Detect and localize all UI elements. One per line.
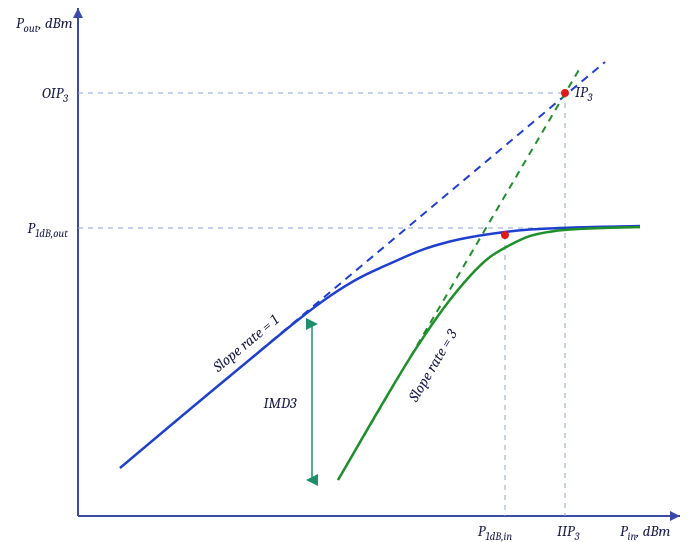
reference-guides	[78, 93, 640, 516]
slope1-label: Slope rate = 1	[209, 311, 283, 377]
oip3-label: OIP3	[42, 84, 68, 105]
y-axis-arrow	[73, 8, 83, 18]
p1dbout-label: P1dB,out	[27, 219, 68, 240]
x-axis-label: Pin, dBm	[620, 522, 670, 542]
p1dbin-label: P1dB,in	[478, 522, 513, 542]
iip3-label: IIP3	[557, 522, 579, 542]
y-axis-label: Pout, dBm	[16, 14, 73, 35]
x-axis-arrow	[670, 511, 680, 521]
imd3-curve	[338, 227, 640, 480]
p1db-marker	[501, 231, 509, 239]
axes	[73, 8, 680, 521]
ip3-label: IP3	[575, 83, 593, 104]
imd3-label: IMD3	[263, 394, 296, 412]
ip3-marker	[561, 89, 569, 97]
fundamental-curve	[120, 226, 640, 468]
slope3-label: Slope rate = 3	[404, 326, 461, 406]
